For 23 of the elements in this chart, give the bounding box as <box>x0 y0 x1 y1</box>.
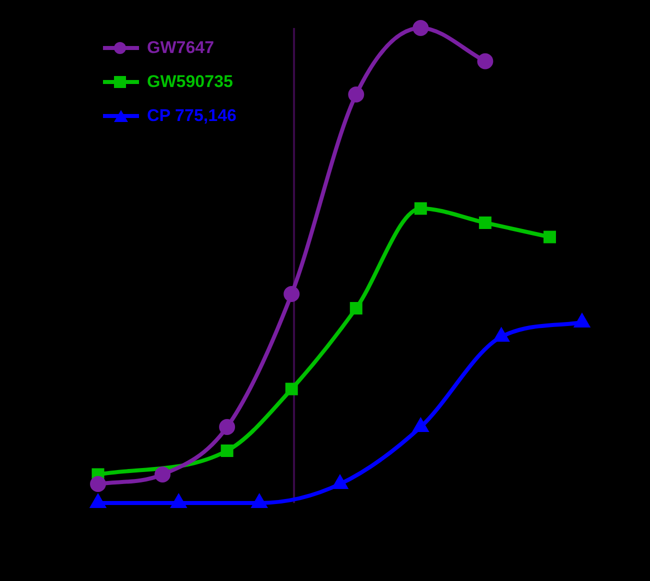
point <box>412 20 429 36</box>
point <box>154 466 171 482</box>
point <box>348 86 364 102</box>
legend-label: GW7647 <box>147 38 214 58</box>
point <box>220 444 234 457</box>
legend-label: GW590735 <box>147 72 233 92</box>
point <box>574 314 590 328</box>
point <box>219 419 236 435</box>
point <box>414 202 427 215</box>
point <box>252 495 267 508</box>
legend-label: CP 775,146 <box>147 106 236 126</box>
point <box>284 286 300 302</box>
point <box>350 302 362 314</box>
point <box>332 476 348 489</box>
point <box>477 53 494 70</box>
point <box>478 216 492 229</box>
point <box>413 419 428 432</box>
point <box>494 328 509 342</box>
point <box>285 382 298 396</box>
point <box>171 495 186 508</box>
point <box>90 476 106 492</box>
point <box>90 495 106 508</box>
point <box>543 230 556 244</box>
